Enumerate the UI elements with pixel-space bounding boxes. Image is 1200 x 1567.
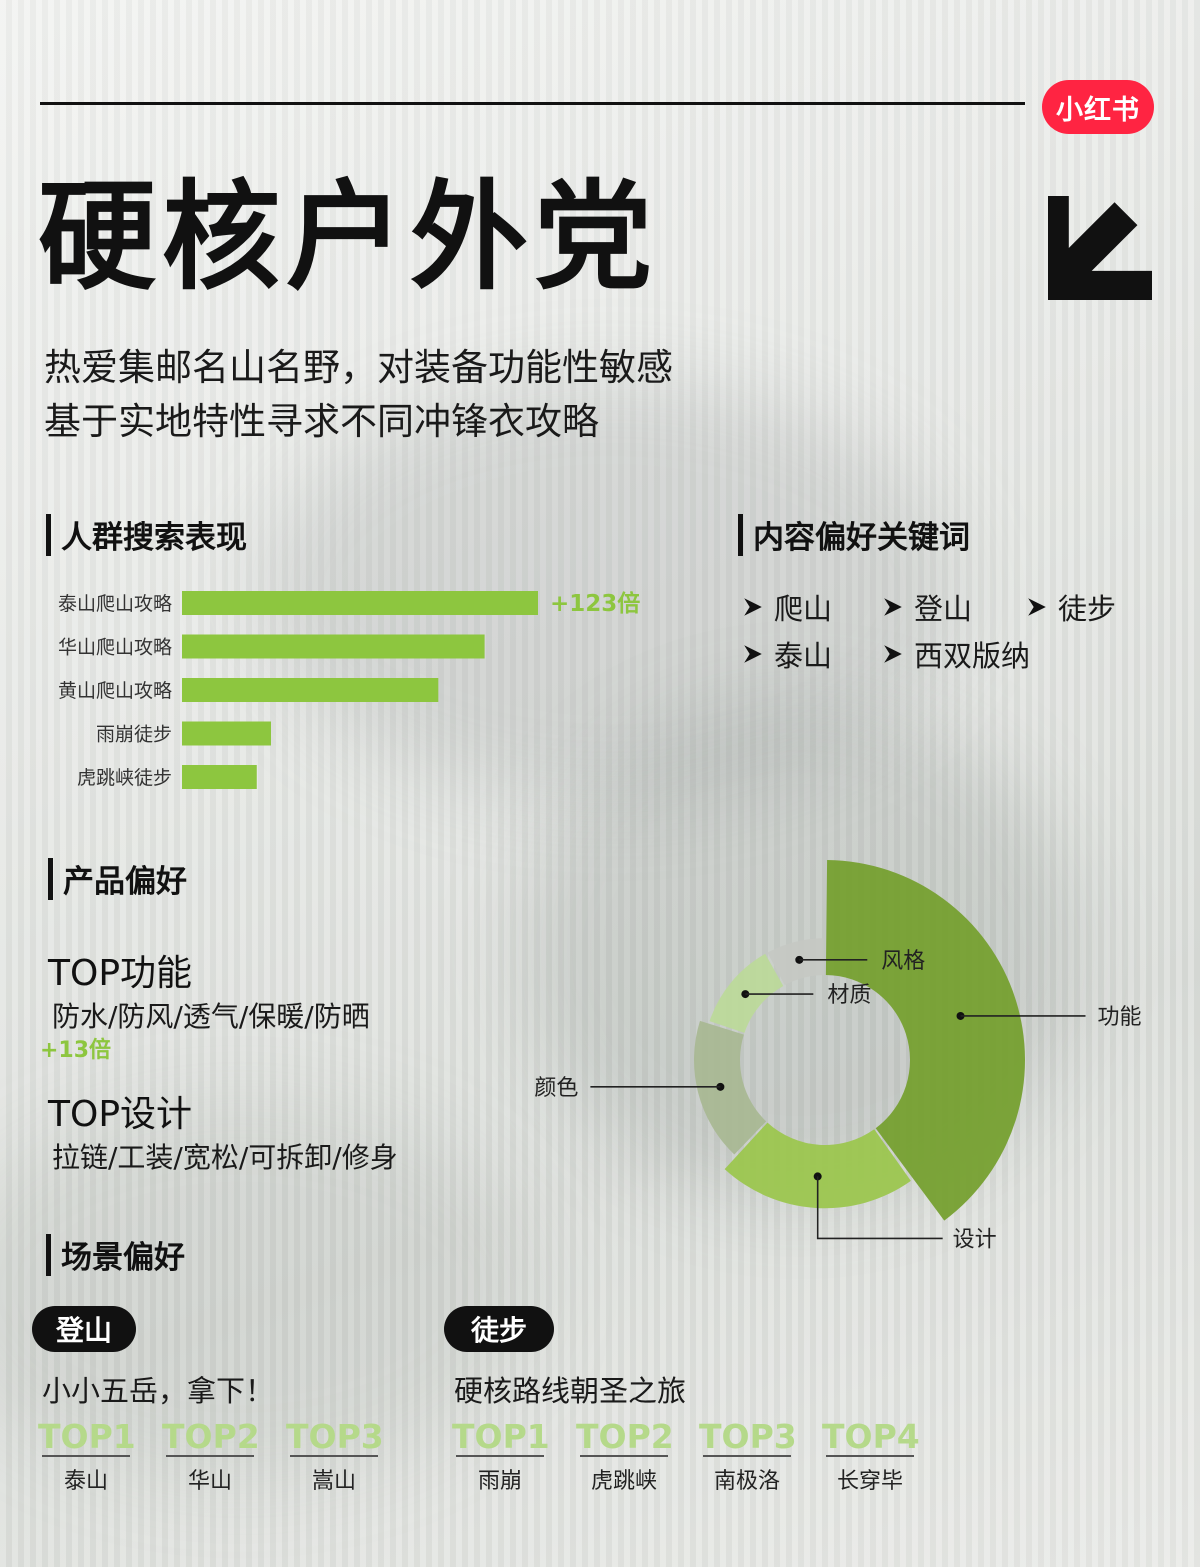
- section-search: 人群搜索表现: [46, 512, 247, 557]
- slice-marker: [956, 1011, 965, 1020]
- rank-name: 虎跳峡: [590, 1469, 657, 1494]
- arrow-down-left-icon: [1048, 196, 1152, 300]
- rank-underline: [42, 1455, 130, 1457]
- keyword-item: 爬山: [742, 586, 832, 628]
- subtitle-line-2: 基于实地特性寻求不同冲锋衣攻略: [44, 400, 599, 443]
- rank-underline: [703, 1455, 791, 1457]
- top-design-heading: TOP设计: [48, 1094, 193, 1135]
- bar-category-label: 华山爬山攻略: [58, 637, 172, 659]
- slice-label: 设计: [953, 1227, 997, 1250]
- keyword-label: 爬山: [774, 592, 833, 626]
- bar-category-label: 泰山爬山攻略: [58, 593, 172, 615]
- ring-slice: [724, 1122, 911, 1209]
- rank-label: TOP1: [452, 1417, 550, 1456]
- rank-item: TOP3 南极洛: [699, 1417, 797, 1495]
- section-marker: [46, 513, 51, 556]
- section-keywords-title: 内容偏好关键词: [753, 520, 970, 556]
- chevron-right-icon: [744, 645, 762, 663]
- rank-name: 南极洛: [713, 1469, 780, 1494]
- keyword-item: 西双版纳: [882, 633, 1030, 675]
- top-function-list: 防水/防风/透气/保暖/防晒: [52, 1000, 370, 1033]
- bar-category-label: 黄山爬山攻略: [58, 680, 172, 702]
- chevron-right-icon: [884, 645, 902, 663]
- function-growth-badge: +13倍: [40, 1038, 112, 1063]
- keyword-label: 徒步: [1058, 592, 1117, 626]
- chevron-right-icon: [1028, 598, 1046, 616]
- rank-underline: [826, 1455, 914, 1457]
- keyword-label: 登山: [914, 592, 973, 626]
- keyword-item: 登山: [882, 586, 972, 628]
- section-scene: 场景偏好: [46, 1232, 185, 1277]
- rank-item: TOP2 虎跳峡: [576, 1417, 674, 1495]
- xiaohongshu-logo: 小红书: [1042, 80, 1154, 134]
- section-marker: [738, 513, 743, 556]
- slice-label: 风格: [881, 949, 925, 974]
- section-product: 产品偏好: [48, 856, 187, 901]
- rank-underline: [166, 1455, 254, 1457]
- subtitle-line-1: 热爱集邮名山名野，对装备功能性敏感: [44, 346, 673, 389]
- chevron-right-icon: [884, 598, 902, 616]
- section-marker: [46, 1233, 51, 1276]
- keyword-label: 西双版纳: [914, 639, 1031, 673]
- keyword-label: 泰山: [774, 639, 833, 673]
- section-product-title: 产品偏好: [63, 864, 187, 900]
- rank-label: TOP2: [576, 1417, 674, 1456]
- rank-underline: [290, 1455, 378, 1457]
- scene-tag-hiking: 徒步: [444, 1306, 554, 1352]
- keyword-item: 泰山: [742, 633, 832, 675]
- rank-item: TOP1 雨崩: [452, 1417, 550, 1495]
- bar-category-label: 雨崩徒步: [96, 724, 172, 746]
- rank-label: TOP3: [699, 1417, 797, 1456]
- ring-slice: [825, 860, 1025, 1221]
- scene-slogan: 硬核路线朝圣之旅: [454, 1374, 687, 1408]
- ring-slice: [694, 1020, 767, 1155]
- section-search-title: 人群搜索表现: [61, 520, 247, 556]
- bar-annotation: +123倍: [550, 590, 640, 617]
- slice-label: 材质: [827, 983, 871, 1008]
- rank-name: 嵩山: [311, 1469, 356, 1494]
- chevron-right-icon: [744, 598, 762, 616]
- slice-label: 颜色: [534, 1076, 578, 1101]
- rank-label: TOP1: [38, 1417, 136, 1456]
- rank-label: TOP2: [162, 1417, 260, 1456]
- bar: [182, 678, 439, 702]
- rank-label: TOP3: [286, 1417, 384, 1456]
- rank-item: TOP2 华山: [162, 1417, 260, 1495]
- rank-name: 泰山: [63, 1469, 108, 1494]
- rank-name: 长穿毕: [836, 1469, 903, 1494]
- rank-name: 雨崩: [477, 1469, 522, 1494]
- bar: [182, 721, 271, 746]
- scene-slogan: 小小五岳，拿下！: [42, 1374, 275, 1408]
- rank-underline: [456, 1455, 544, 1457]
- rank-label: TOP4: [822, 1417, 920, 1456]
- top-design-list: 拉链/工装/宽松/可拆卸/修身: [52, 1141, 398, 1174]
- bar-category-label: 虎跳峡徒步: [77, 767, 172, 789]
- rank-name: 华山: [187, 1469, 232, 1494]
- rank-item: TOP4 长穿毕: [822, 1417, 920, 1495]
- section-keywords: 内容偏好关键词: [738, 512, 970, 557]
- section-scene-title: 场景偏好: [61, 1240, 185, 1276]
- bar: [182, 591, 538, 615]
- bar: [182, 765, 257, 789]
- top-divider: [40, 102, 1025, 105]
- rank-item: TOP1 泰山: [38, 1417, 136, 1495]
- bar: [182, 634, 485, 659]
- slice-label: 功能: [1098, 1005, 1142, 1030]
- scene-tag-climbing: 登山: [32, 1306, 136, 1352]
- keyword-item: 徒步: [1026, 586, 1116, 628]
- section-marker: [48, 857, 53, 900]
- slice-leader-line: [816, 1176, 943, 1240]
- rank-item: TOP3 嵩山: [286, 1417, 384, 1495]
- rank-underline: [580, 1455, 668, 1457]
- page-title: 硬核户外党: [38, 168, 659, 306]
- top-function-heading: TOP功能: [48, 953, 193, 994]
